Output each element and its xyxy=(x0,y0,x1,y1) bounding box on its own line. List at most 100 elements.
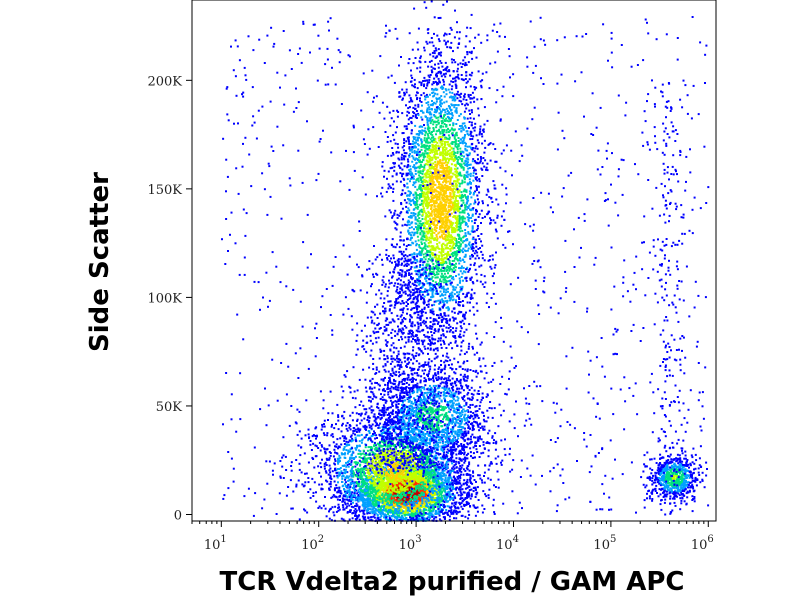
event-dot xyxy=(433,490,436,492)
event-dot xyxy=(324,461,327,464)
event-dot xyxy=(386,478,389,481)
event-dot xyxy=(437,478,440,480)
event-dot xyxy=(373,490,376,493)
event-dot xyxy=(364,503,367,506)
event-dot xyxy=(467,517,470,520)
event-dot xyxy=(465,503,468,506)
event-dot xyxy=(367,457,370,460)
event-dot xyxy=(357,467,360,470)
event-dot xyxy=(394,508,397,510)
event-dot xyxy=(453,467,456,470)
event-dot xyxy=(347,486,350,489)
event-dot xyxy=(361,477,364,480)
event-dot xyxy=(379,516,382,519)
event-dot xyxy=(442,473,445,476)
event-dot xyxy=(392,461,395,464)
event-dot xyxy=(426,517,429,520)
event-dot xyxy=(429,496,432,499)
event-dot xyxy=(437,479,440,482)
event-dot xyxy=(414,496,417,499)
event-dot xyxy=(344,485,347,488)
event-dot xyxy=(445,496,448,499)
event-dot xyxy=(444,511,447,514)
event-dot xyxy=(268,460,271,463)
event-dot xyxy=(320,475,322,478)
event-dot xyxy=(381,505,384,508)
event-dot xyxy=(407,513,410,516)
event-dot xyxy=(385,471,388,474)
event-dot xyxy=(355,431,358,433)
event-dot xyxy=(421,498,424,501)
event-dot xyxy=(460,502,463,505)
event-dot xyxy=(364,493,367,495)
event-dot xyxy=(404,517,407,520)
event-dot xyxy=(461,488,464,491)
event-dot xyxy=(429,514,432,517)
event-dot xyxy=(455,482,457,485)
event-dot xyxy=(326,434,329,437)
event-dot xyxy=(415,490,418,493)
event-dot xyxy=(321,425,324,428)
event-dot xyxy=(358,507,361,510)
event-dot xyxy=(324,450,327,453)
event-dot xyxy=(487,477,490,480)
event-dot xyxy=(413,506,416,509)
event-dot xyxy=(493,511,496,514)
event-dot xyxy=(267,404,270,407)
event-dot xyxy=(348,504,351,507)
event-dot xyxy=(509,447,511,450)
event-dot xyxy=(408,472,411,474)
event-dot xyxy=(344,478,347,481)
event-dot xyxy=(421,369,424,372)
event-dot xyxy=(388,516,391,519)
event-dot xyxy=(338,508,341,511)
event-dot xyxy=(447,510,450,513)
event-dot xyxy=(441,468,444,471)
event-dot xyxy=(435,483,438,486)
event-dot xyxy=(358,514,360,517)
event-dot xyxy=(410,470,413,473)
event-dot xyxy=(333,514,336,517)
event-dot xyxy=(361,493,364,496)
event-dot xyxy=(373,516,376,519)
event-dot xyxy=(512,459,515,462)
event-dot xyxy=(431,504,434,507)
event-dot xyxy=(282,477,285,479)
event-dot xyxy=(484,493,487,496)
event-dot xyxy=(368,485,371,488)
event-dot xyxy=(437,460,440,463)
event-dot xyxy=(373,472,376,475)
event-dot xyxy=(358,508,361,511)
event-dot xyxy=(345,449,348,452)
event-dot xyxy=(508,453,511,456)
event-dot xyxy=(307,477,310,479)
event-dot xyxy=(452,499,455,501)
event-dot xyxy=(440,504,442,506)
event-dot xyxy=(432,475,435,477)
event-dot xyxy=(374,503,377,506)
event-dot xyxy=(431,515,434,518)
event-dot xyxy=(328,444,331,447)
event-dot xyxy=(312,491,315,494)
event-dot xyxy=(383,505,386,507)
event-dot xyxy=(438,468,441,471)
event-dot xyxy=(300,437,303,440)
event-dot xyxy=(348,488,351,491)
event-dot xyxy=(461,493,464,496)
event-dot xyxy=(369,476,372,479)
event-dot xyxy=(367,446,370,449)
event-dot xyxy=(383,502,386,505)
event-dot xyxy=(371,482,374,485)
event-dot xyxy=(447,500,449,503)
event-dot xyxy=(337,491,340,494)
event-dot xyxy=(442,494,445,497)
event-dot xyxy=(358,430,361,433)
event-dot xyxy=(452,492,454,495)
event-dot xyxy=(362,510,365,513)
event-dot xyxy=(409,476,412,479)
event-dot xyxy=(487,455,490,458)
event-dot xyxy=(338,471,341,474)
event-dot xyxy=(415,485,418,487)
event-dot xyxy=(450,511,452,514)
event-dot xyxy=(358,413,360,416)
